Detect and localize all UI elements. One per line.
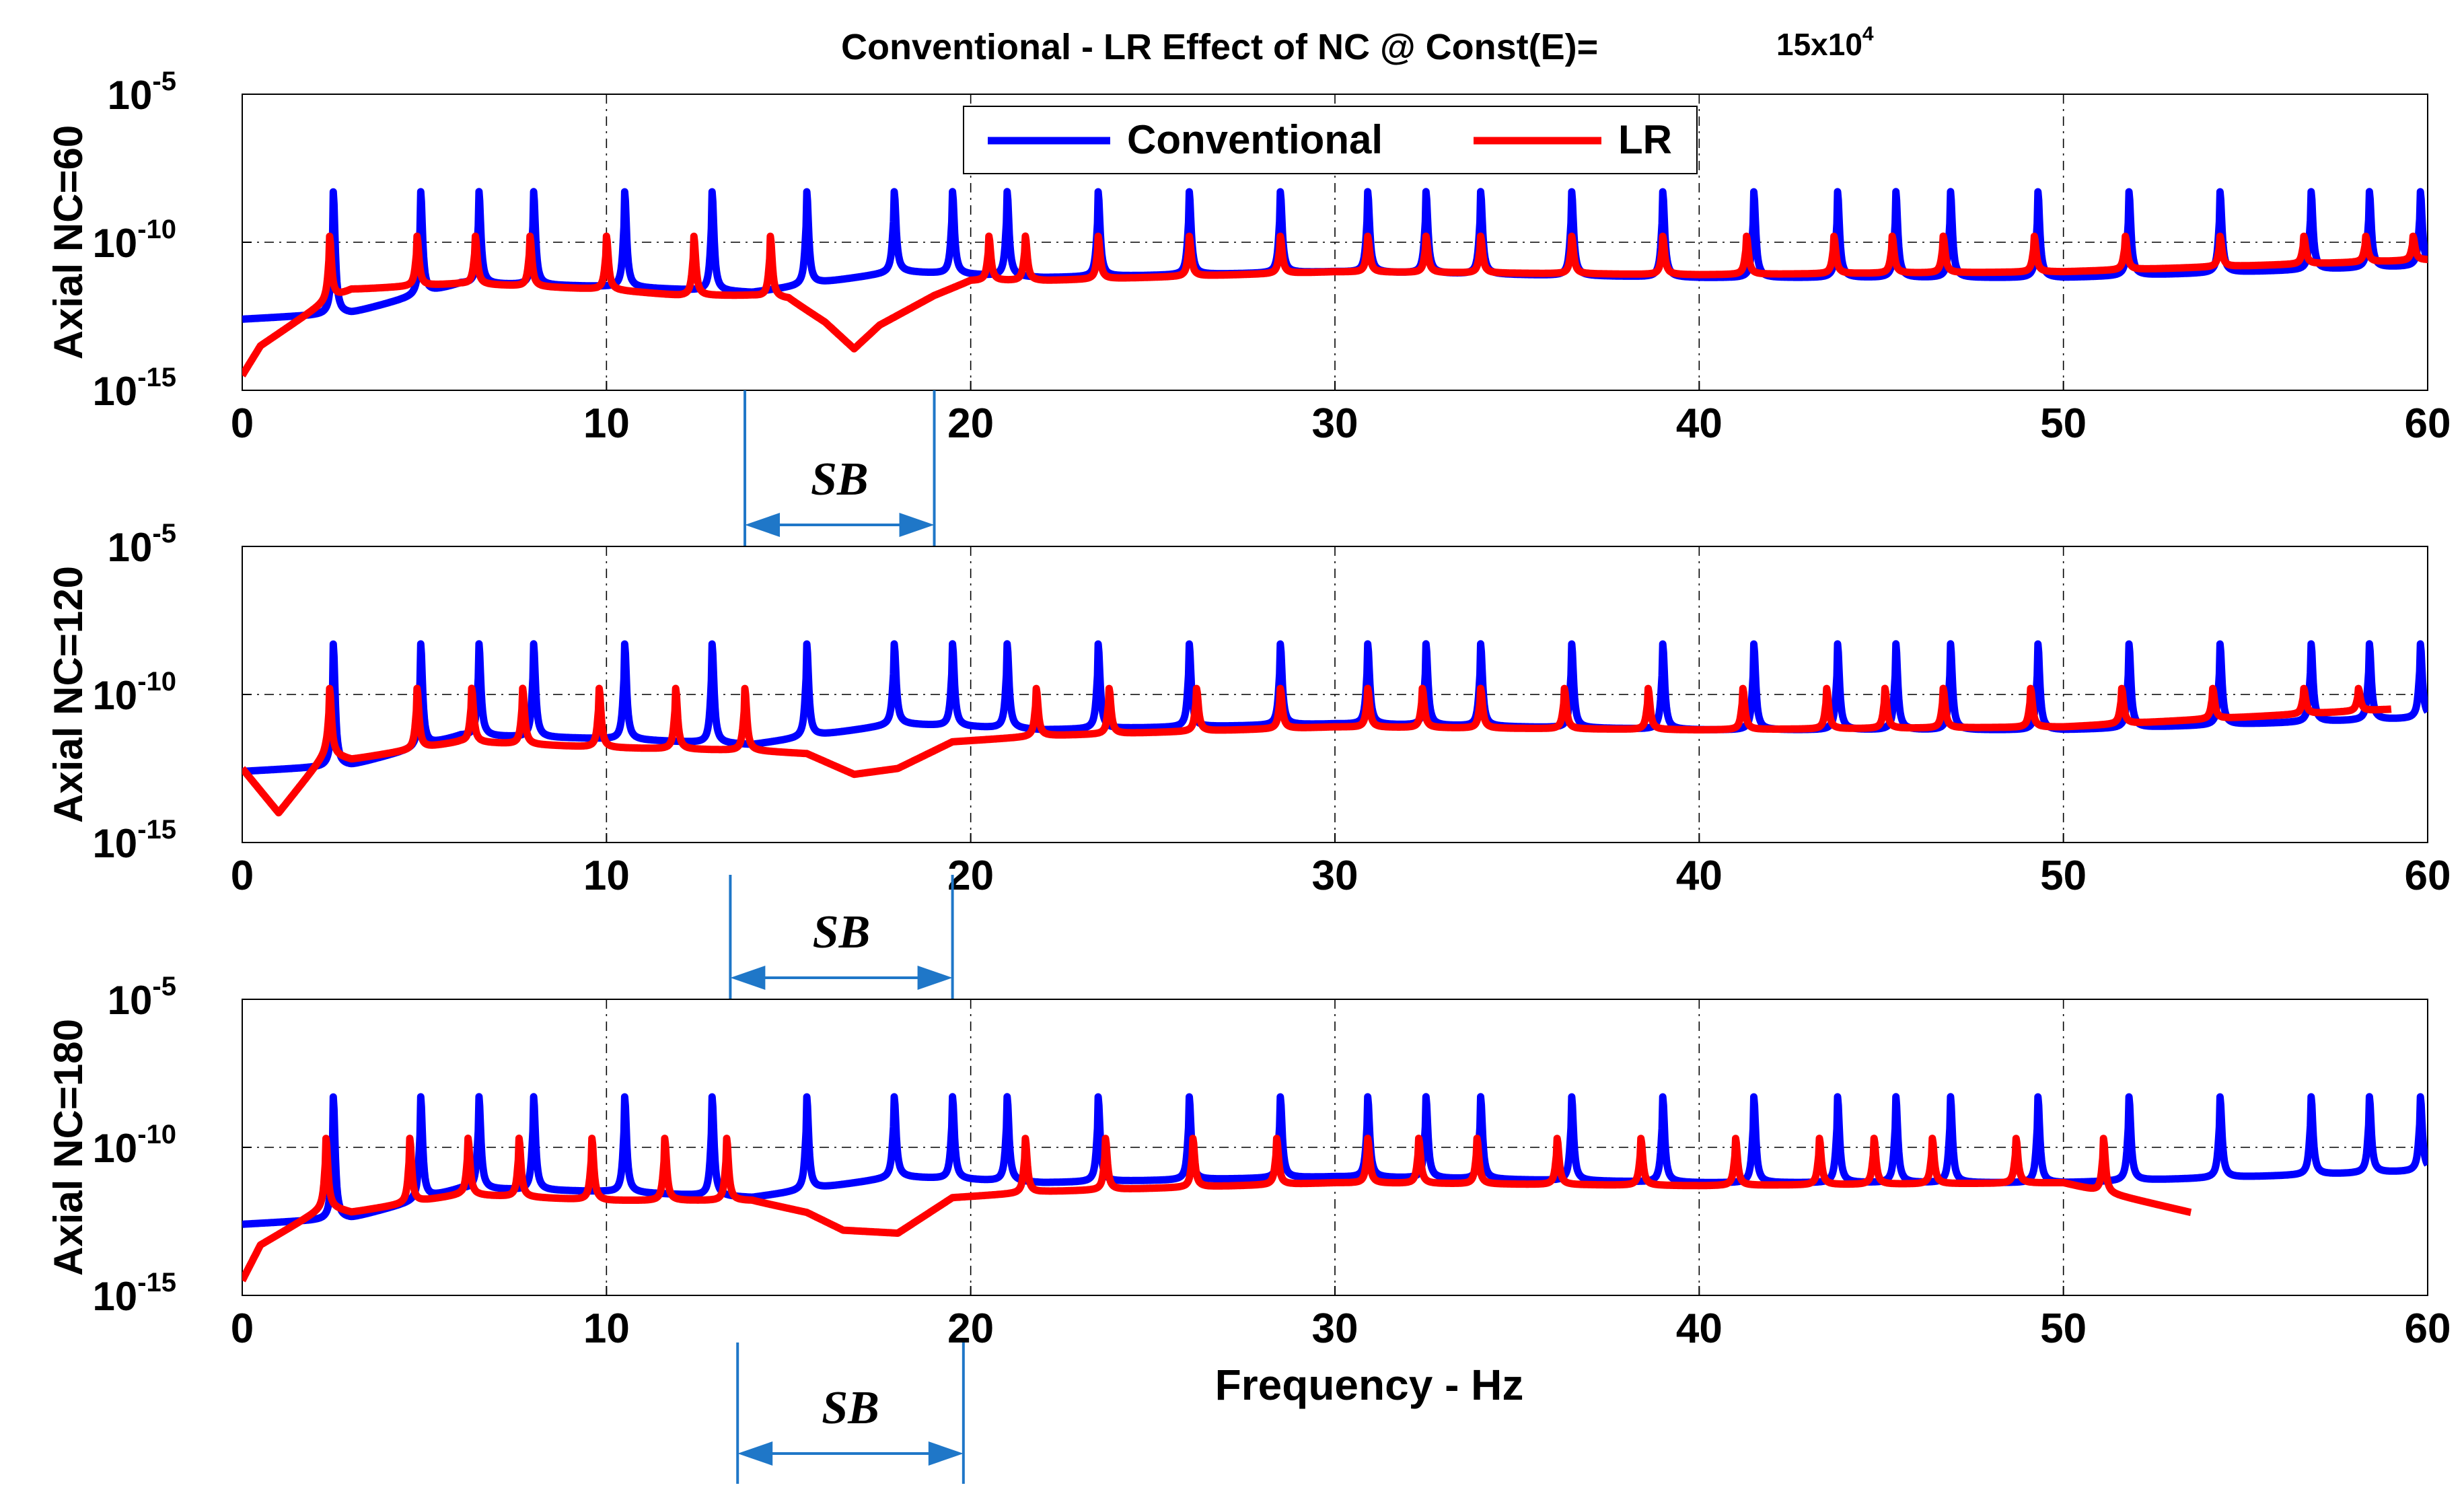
stop-band-label: SB bbox=[822, 1382, 879, 1434]
x-tick-label: 10 bbox=[583, 853, 630, 899]
x-tick-label: 20 bbox=[947, 1305, 994, 1352]
x-tick-label: 20 bbox=[947, 400, 994, 447]
x-tick-label: 40 bbox=[1676, 400, 1723, 447]
x-tick-label: 0 bbox=[231, 1305, 254, 1352]
y-axis-label: Axial NC=60 bbox=[46, 125, 91, 360]
chart-title-value: 15x104 bbox=[1776, 23, 1874, 62]
y-tick-label: 10-15 bbox=[92, 815, 176, 866]
x-tick-label: 0 bbox=[231, 853, 254, 899]
x-axis-label: Frequency - Hz bbox=[1215, 1361, 1524, 1409]
x-tick-label: 40 bbox=[1676, 853, 1723, 899]
y-tick-label: 10-10 bbox=[92, 1120, 176, 1171]
x-tick-label: 0 bbox=[231, 400, 254, 447]
y-tick-label: 10-5 bbox=[108, 67, 176, 118]
stop-band-arrowhead-right bbox=[917, 966, 953, 990]
x-tick-label: 30 bbox=[1312, 1305, 1358, 1352]
x-tick-label: 50 bbox=[2040, 1305, 2087, 1352]
x-tick-label: 50 bbox=[2040, 400, 2087, 447]
y-axis-label: Axial NC=120 bbox=[46, 566, 91, 823]
y-tick-label: 10-5 bbox=[108, 972, 176, 1023]
series-lr-line bbox=[242, 232, 2428, 378]
x-tick-label: 30 bbox=[1312, 400, 1358, 447]
x-tick-label: 60 bbox=[2405, 853, 2451, 899]
stop-band-arrowhead-left bbox=[737, 1441, 773, 1466]
x-tick-label: 60 bbox=[2405, 1305, 2451, 1352]
stop-band-arrowhead-right bbox=[928, 1441, 964, 1466]
y-tick-label: 10-5 bbox=[108, 519, 176, 570]
y-tick-label: 10-15 bbox=[92, 1268, 176, 1319]
y-tick-label: 10-10 bbox=[92, 215, 176, 266]
x-tick-label: 60 bbox=[2405, 400, 2451, 447]
stop-band-arrowhead-left bbox=[745, 513, 781, 537]
series-lr-line bbox=[242, 684, 2395, 817]
stop-band-arrowhead-right bbox=[899, 513, 935, 537]
x-tick-label: 20 bbox=[947, 853, 994, 899]
chart-title-value-exp: 4 bbox=[1862, 23, 1874, 45]
x-tick-label: 10 bbox=[583, 1305, 630, 1352]
legend-lr-label: LR bbox=[1618, 117, 1672, 162]
chart-title-text: Conventional - LR Effect of NC @ Const(E… bbox=[841, 27, 1598, 67]
series-lr-line bbox=[242, 1135, 2194, 1283]
stop-band-label: SB bbox=[813, 906, 871, 958]
x-tick-label: 10 bbox=[583, 400, 630, 447]
legend: Conventional LR bbox=[963, 106, 1698, 174]
x-tick-label: 40 bbox=[1676, 1305, 1723, 1352]
chart-title-value-base: 15x10 bbox=[1776, 27, 1862, 62]
y-tick-label: 10-15 bbox=[92, 363, 176, 414]
y-tick-label: 10-10 bbox=[92, 667, 176, 718]
y-axis-label: Axial NC=180 bbox=[46, 1019, 91, 1276]
legend-conventional-label: Conventional bbox=[1127, 117, 1383, 162]
x-tick-label: 30 bbox=[1312, 853, 1358, 899]
x-tick-label: 50 bbox=[2040, 853, 2087, 899]
stop-band-arrowhead-left bbox=[730, 966, 766, 990]
stop-band-label: SB bbox=[811, 454, 869, 505]
chart-title: Conventional - LR Effect of NC @ Const(E… bbox=[841, 23, 1874, 67]
